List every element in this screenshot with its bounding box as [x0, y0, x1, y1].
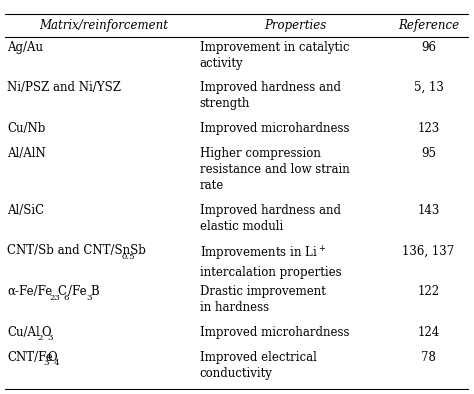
Text: Higher compression
resistance and low strain
rate: Higher compression resistance and low st… — [200, 147, 350, 192]
Text: 123: 123 — [418, 122, 440, 135]
Text: CNT/Fe: CNT/Fe — [7, 351, 53, 364]
Text: B: B — [91, 285, 100, 298]
Text: O: O — [41, 325, 51, 338]
Text: C: C — [58, 285, 67, 298]
Text: Properties: Properties — [264, 19, 326, 32]
Text: Improved hardness and
elastic moduli: Improved hardness and elastic moduli — [200, 204, 341, 233]
Text: Drastic improvement
in hardness: Drastic improvement in hardness — [200, 285, 326, 314]
Text: 95: 95 — [421, 147, 436, 160]
Text: Improved microhardness: Improved microhardness — [200, 325, 349, 338]
Text: 5, 13: 5, 13 — [414, 81, 444, 94]
Text: /Fe: /Fe — [68, 285, 87, 298]
Text: Improvement in catalytic
activity: Improvement in catalytic activity — [200, 41, 349, 70]
Text: Improved electrical
conductivity: Improved electrical conductivity — [200, 351, 317, 380]
Text: 96: 96 — [421, 41, 436, 54]
Text: 3: 3 — [47, 334, 53, 342]
Text: Reference: Reference — [398, 19, 459, 32]
Text: Ni/PSZ and Ni/YSZ: Ni/PSZ and Ni/YSZ — [7, 81, 121, 94]
Text: Al/AlN: Al/AlN — [7, 147, 46, 160]
Text: Al/SiC: Al/SiC — [7, 204, 44, 217]
Text: Improved hardness and
strength: Improved hardness and strength — [200, 81, 341, 110]
Text: 122: 122 — [418, 285, 440, 298]
Text: Improvements in Li$^+$
intercalation properties: Improvements in Li$^+$ intercalation pro… — [200, 245, 341, 279]
Text: 23: 23 — [49, 294, 60, 301]
Text: 136, 137: 136, 137 — [402, 245, 455, 258]
Text: 3: 3 — [86, 294, 92, 301]
Text: Cu/Al: Cu/Al — [7, 325, 40, 338]
Text: 4: 4 — [54, 359, 59, 367]
Text: 2: 2 — [37, 334, 43, 342]
Text: 3: 3 — [43, 359, 49, 367]
Text: Matrix/reinforcement: Matrix/reinforcement — [39, 19, 168, 32]
Text: 0.5: 0.5 — [121, 253, 135, 261]
Text: Improved microhardness: Improved microhardness — [200, 122, 349, 135]
Text: 6: 6 — [64, 294, 69, 301]
Text: Cu/Nb: Cu/Nb — [7, 122, 46, 135]
Text: α-Fe/Fe: α-Fe/Fe — [7, 285, 52, 298]
Text: Ag/Au: Ag/Au — [7, 41, 43, 54]
Text: 124: 124 — [418, 325, 440, 338]
Text: 143: 143 — [418, 204, 440, 217]
Text: 78: 78 — [421, 351, 436, 364]
Text: CNT/Sb and CNT/SnSb: CNT/Sb and CNT/SnSb — [7, 245, 146, 258]
Text: O: O — [47, 351, 57, 364]
